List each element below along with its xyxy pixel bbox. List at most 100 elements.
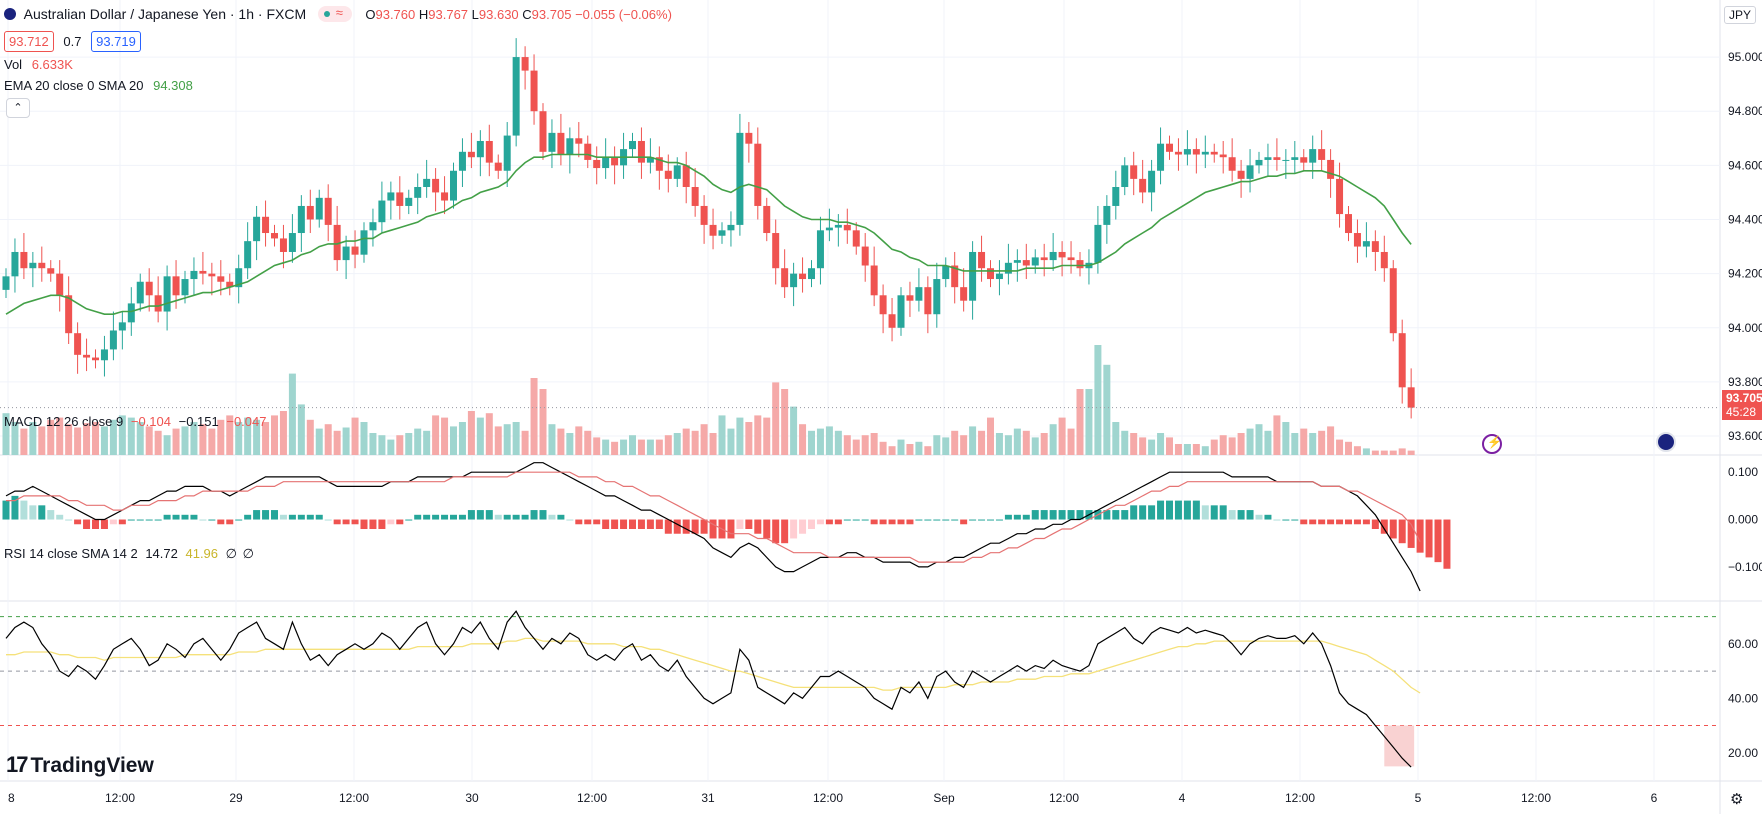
macd-histogram-bar [181,514,189,520]
candle-body [987,268,994,280]
macd-histogram-bar [306,514,314,520]
volume-bar [1139,437,1147,455]
macd-histogram-bar [109,519,117,525]
volume-bar [915,441,923,455]
candle-body [74,333,82,355]
volume-bar [879,441,887,455]
macd-histogram-bar [942,519,950,521]
volume-bar [1371,450,1379,455]
volume-bar [1300,428,1308,455]
macd-histogram-bar [235,519,243,521]
macd-histogram-bar [1380,519,1388,534]
bid-button[interactable]: 93.712 [4,31,54,52]
candle-body [494,162,502,171]
macd-histogram-bar [620,519,628,529]
macd-histogram-bar [1049,510,1057,520]
volume-bar [978,430,986,455]
collapse-legend-button[interactable]: ⌃ [6,98,30,118]
candle-body [1022,260,1030,266]
candle-body [593,159,601,169]
volume-bar [1210,439,1218,455]
volume-bar [575,426,583,455]
volume-bar [530,378,538,455]
macd-histogram-bar [781,519,789,544]
macd-histogram-bar [1228,510,1236,520]
candle-body [700,205,708,225]
macd-histogram-bar [700,519,708,534]
candle-body [11,251,19,277]
volume-bar [995,433,1003,455]
volume-bar [1031,437,1039,455]
ema-legend: EMA 20 close 0 SMA 20 94.308 [4,78,193,93]
time-axis-label: 5 [1415,791,1422,805]
ema-label[interactable]: EMA 20 close 0 SMA 20 [4,78,144,93]
macd-histogram-bar [450,514,457,520]
macd-histogram-bar [825,519,833,525]
volume-bar [611,441,619,455]
time-axis-label: 12:00 [1521,791,1551,805]
candle-body [217,276,225,282]
settings-gear-icon[interactable]: ⚙ [1730,791,1744,808]
candle-body [1040,257,1048,261]
candle-body [1353,233,1361,247]
volume-bar [1166,437,1173,455]
volume-bar [100,426,108,455]
volume-bar [816,428,824,455]
rsi-oversold-fill [1384,725,1415,767]
macd-histogram-bar [1255,514,1263,520]
currency-button[interactable]: JPY [1724,6,1757,24]
candle-body [226,281,234,288]
candle-body [790,273,798,288]
macd-histogram-bar [1130,505,1138,520]
flash-icon[interactable]: ⚡ [1482,434,1502,454]
volume-bar [154,430,162,455]
candle-body [1246,165,1254,179]
volume-bar [825,426,833,455]
volume-bar [1327,426,1335,455]
macd-histogram-bar [978,519,986,521]
macd-histogram-bar [226,519,234,525]
candle-body [369,222,377,231]
macd-histogram-bar [1246,510,1254,520]
macd-label[interactable]: MACD 12 26 close 9 [4,414,124,429]
volume-bar [1148,439,1156,455]
candle-body [530,70,538,112]
ask-button[interactable]: 93.719 [91,31,141,52]
volume-bar [145,426,153,455]
macd-histogram-bar [754,519,762,534]
au-flag-marker-icon[interactable] [1656,432,1676,452]
candle-body [208,273,216,277]
volume-bar [620,439,628,455]
symbol-title[interactable]: Australian Dollar / Japanese Yen · 1h · … [23,6,307,22]
candle-body [199,270,207,274]
volume-bar [1022,430,1030,455]
macd-histogram-bar [118,519,126,525]
rsi-label[interactable]: RSI 14 close SMA 14 2 [4,546,138,561]
time-axis-label: 12:00 [339,791,369,805]
candle-body [933,279,941,315]
volume-bar [2,413,10,455]
price-tick-label: 94.000 [1728,321,1762,335]
candle-body [324,197,332,225]
candle-body [611,157,619,166]
macd-histogram-bar [217,519,225,525]
volume-bar [1264,430,1272,455]
rsi-tick-label: 60.00 [1728,637,1758,651]
market-status-icon[interactable]: ≈ [317,5,352,22]
volume-bar [396,435,404,455]
volume-label[interactable]: Vol [4,57,23,72]
candle-body [1192,149,1200,155]
candle-body [548,132,556,152]
volume-bar [324,424,332,455]
candle-body [172,276,180,296]
candle-body [262,216,270,234]
candle-body [861,246,869,266]
time-axis-label: 30 [465,791,479,805]
time-axis-label: 8 [8,791,15,805]
macd-histogram-bar [1004,514,1012,520]
volume-bar [217,419,225,455]
volume-bar [476,417,484,455]
macd-histogram-bar [1300,519,1308,525]
candle-body [1398,333,1406,388]
